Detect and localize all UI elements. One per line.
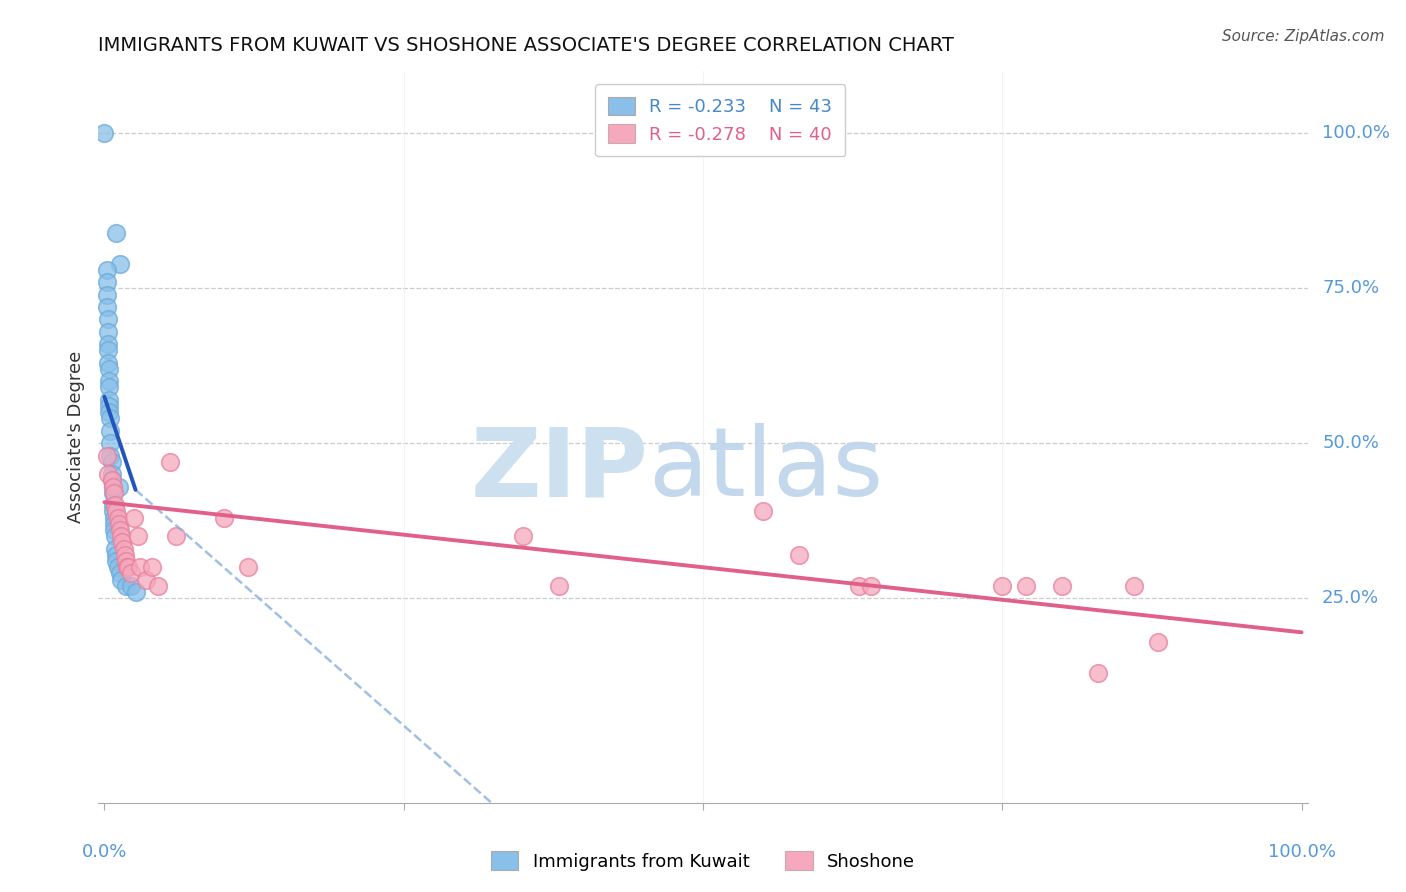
- Point: [101, 480, 124, 494]
- Point: [100, 474, 122, 488]
- Point: [104, 541, 127, 556]
- Text: 50.0%: 50.0%: [1322, 434, 1379, 452]
- Point: [98, 380, 121, 394]
- Point: [165, 529, 187, 543]
- Text: 0.0%: 0.0%: [82, 843, 127, 861]
- Point: [97, 343, 120, 358]
- Point: [103, 510, 125, 524]
- Point: [848, 579, 870, 593]
- Point: [752, 504, 775, 518]
- Point: [108, 523, 131, 537]
- Point: [96, 262, 118, 277]
- Point: [1015, 579, 1038, 593]
- Point: [212, 510, 235, 524]
- Point: [101, 486, 124, 500]
- Point: [93, 126, 115, 140]
- Point: [108, 256, 131, 270]
- Point: [115, 579, 138, 593]
- Point: [548, 579, 571, 593]
- Point: [100, 455, 122, 469]
- Point: [135, 573, 157, 587]
- Point: [104, 529, 127, 543]
- Point: [859, 579, 882, 593]
- Point: [1050, 579, 1073, 593]
- Point: [101, 498, 124, 512]
- Point: [97, 312, 120, 326]
- Point: [111, 535, 134, 549]
- Point: [1147, 634, 1170, 648]
- Point: [98, 405, 121, 419]
- Point: [110, 529, 132, 543]
- Text: 75.0%: 75.0%: [1322, 279, 1379, 297]
- Point: [105, 226, 128, 240]
- Point: [97, 325, 120, 339]
- Point: [120, 566, 142, 581]
- Point: [100, 424, 122, 438]
- Point: [110, 573, 132, 587]
- Point: [120, 579, 142, 593]
- Point: [98, 362, 121, 376]
- Point: [103, 523, 125, 537]
- Point: [117, 560, 139, 574]
- Point: [114, 548, 136, 562]
- Point: [100, 474, 122, 488]
- Point: [236, 560, 259, 574]
- Point: [1123, 579, 1146, 593]
- Point: [124, 510, 146, 524]
- Point: [103, 516, 125, 531]
- Point: [1087, 665, 1109, 680]
- Point: [107, 516, 129, 531]
- Legend: Immigrants from Kuwait, Shoshone: Immigrants from Kuwait, Shoshone: [484, 844, 922, 878]
- Point: [101, 504, 124, 518]
- Point: [96, 449, 118, 463]
- Point: [115, 554, 138, 568]
- Point: [141, 560, 163, 574]
- Point: [98, 392, 121, 407]
- Point: [512, 529, 534, 543]
- Text: 25.0%: 25.0%: [1322, 590, 1379, 607]
- Point: [97, 356, 120, 370]
- Text: ZIP: ZIP: [471, 424, 648, 516]
- Point: [96, 300, 118, 314]
- Point: [97, 467, 120, 482]
- Point: [107, 560, 129, 574]
- Point: [96, 275, 118, 289]
- Point: [100, 436, 122, 450]
- Point: [97, 337, 120, 351]
- Point: [98, 374, 121, 388]
- Point: [96, 287, 118, 301]
- Point: [991, 579, 1014, 593]
- Point: [148, 579, 170, 593]
- Point: [787, 548, 810, 562]
- Point: [127, 529, 149, 543]
- Text: 100.0%: 100.0%: [1322, 124, 1391, 143]
- Point: [104, 498, 127, 512]
- Text: Source: ZipAtlas.com: Source: ZipAtlas.com: [1222, 29, 1385, 44]
- Point: [115, 560, 138, 574]
- Text: atlas: atlas: [648, 424, 884, 516]
- Point: [100, 449, 122, 463]
- Point: [101, 480, 124, 494]
- Point: [108, 566, 131, 581]
- Text: 100.0%: 100.0%: [1268, 843, 1336, 861]
- Point: [105, 504, 128, 518]
- Point: [107, 510, 129, 524]
- Point: [103, 486, 125, 500]
- Point: [98, 399, 121, 413]
- Point: [159, 455, 181, 469]
- Point: [112, 541, 135, 556]
- Point: [100, 411, 122, 425]
- Point: [105, 554, 128, 568]
- Point: [124, 585, 146, 599]
- Text: IMMIGRANTS FROM KUWAIT VS SHOSHONE ASSOCIATE'S DEGREE CORRELATION CHART: IMMIGRANTS FROM KUWAIT VS SHOSHONE ASSOC…: [98, 36, 955, 54]
- Point: [129, 560, 152, 574]
- Y-axis label: Associate's Degree: Associate's Degree: [66, 351, 84, 524]
- Point: [100, 467, 122, 482]
- Point: [105, 548, 128, 562]
- Point: [107, 480, 129, 494]
